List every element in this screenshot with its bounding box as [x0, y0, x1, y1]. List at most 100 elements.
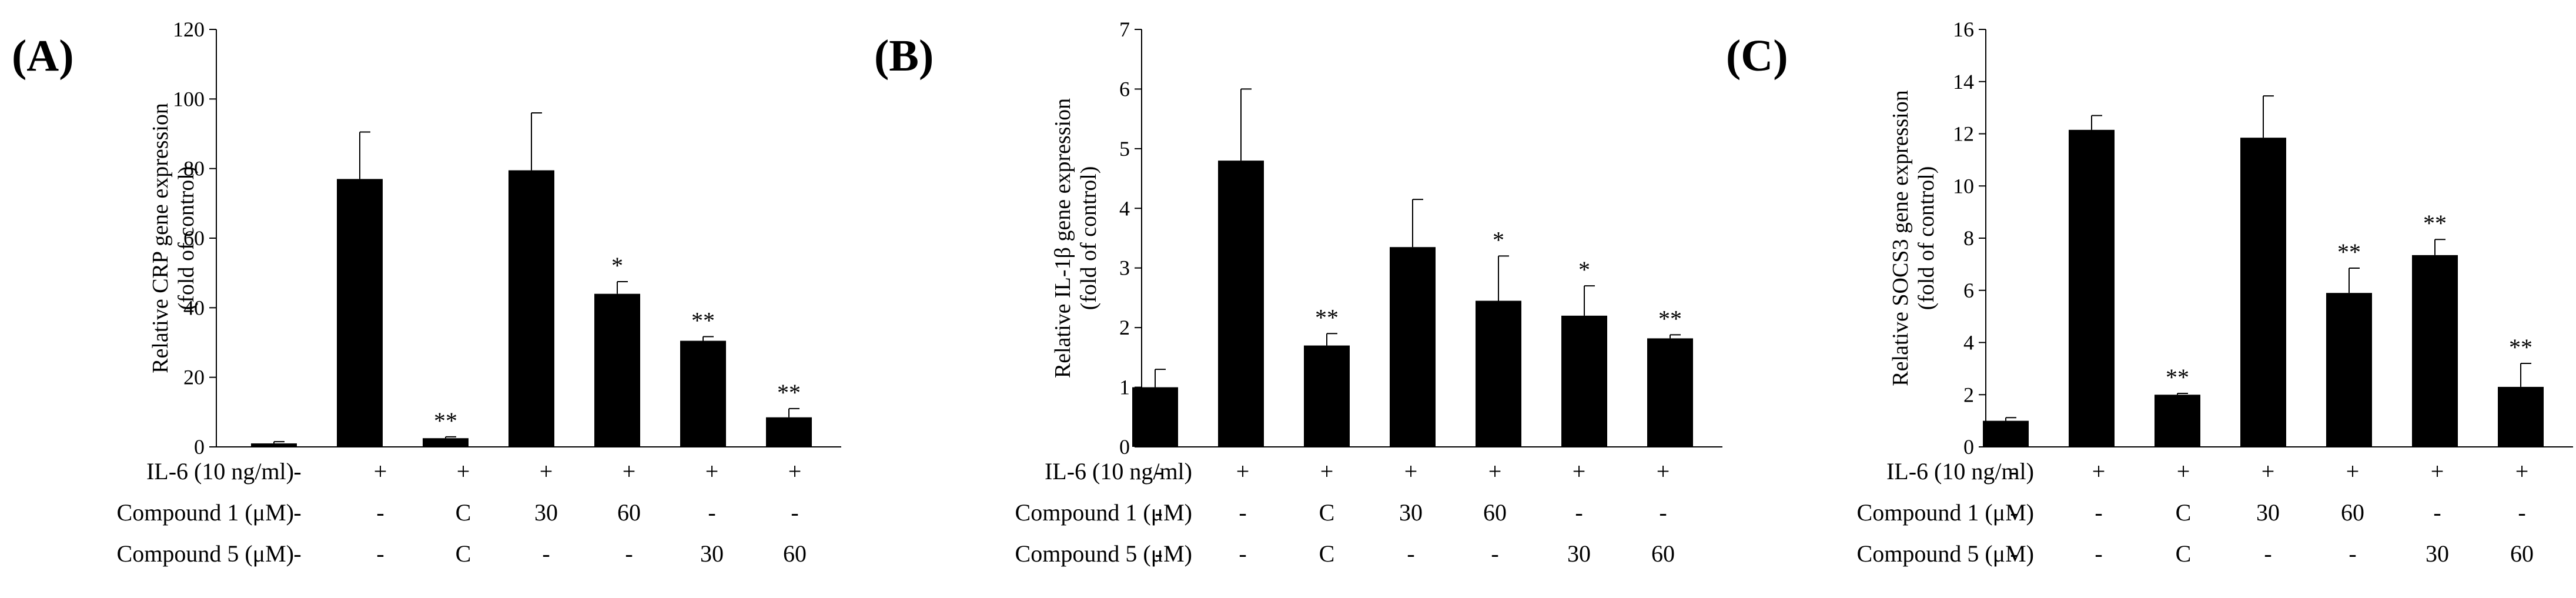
panel-a-bar	[766, 417, 812, 447]
panel-c-y-tick-label: 6	[1963, 279, 1974, 302]
panel-b-significance-marker: **	[1315, 304, 1339, 330]
panel-a-row-label: Compound 5 (μM)	[117, 540, 294, 567]
panel-a-bar	[337, 179, 383, 447]
panel-a-y-tick-label: 80	[183, 157, 205, 181]
panel-b-condition-cell: +	[1236, 458, 1250, 485]
panel-b-condition-cell: -	[1491, 540, 1498, 567]
panel-b-label: (B)	[874, 31, 934, 81]
panel-c-y-tick-label: 8	[1963, 226, 1974, 250]
panel-c-bar	[2155, 395, 2200, 447]
panel-b-significance-marker: *	[1493, 226, 1504, 253]
panel-b-condition-cell: 60	[1651, 540, 1675, 567]
panel-b-condition-cell: -	[1239, 499, 1246, 526]
panel-b-bar	[1218, 161, 1264, 447]
panel-a-condition-cell: C	[456, 499, 471, 526]
panel-b-condition-cell: +	[1573, 458, 1586, 485]
panel-b-bar	[1304, 345, 1350, 447]
panel-c-y-tick-label: 2	[1963, 383, 1974, 406]
panel-c-bar	[2326, 293, 2372, 447]
panel-b-bar	[1132, 387, 1178, 447]
panel-a-condition-cell: +	[623, 458, 636, 485]
panel-c-y-axis-title: Relative SOCS3 gene expression	[1888, 90, 1913, 386]
panel-b-bar	[1561, 315, 1607, 447]
panel-c-significance-marker: **	[2166, 364, 2189, 390]
panel-b-condition-cell: +	[1404, 458, 1418, 485]
panel-a-condition-cell: -	[791, 499, 798, 526]
panel-c-significance-marker: **	[2423, 210, 2447, 236]
panel-b-condition-cell: -	[1407, 540, 1414, 567]
panel-b-y-tick-label: 2	[1119, 316, 1130, 339]
panel-b-condition-cell: -	[1155, 499, 1162, 526]
panel-a-bar	[508, 170, 554, 447]
panel-b-y-tick-label: 0	[1119, 435, 1130, 459]
panel-b-y-axis-subtitle: (fold of control)	[1076, 166, 1101, 310]
panel-a-significance-marker: *	[611, 252, 623, 279]
panel-b-condition-cell: -	[1239, 540, 1246, 567]
panel-c-row-label: Compound 1 (μM)	[1857, 499, 2034, 526]
panel-b-condition-cell: -	[1659, 499, 1667, 526]
panel-c-condition-cell: -	[2010, 458, 2018, 485]
panel-a-condition-cell: 30	[700, 540, 724, 567]
panel-a-condition-cell: +	[705, 458, 719, 485]
panel-c-y-tick-label: 16	[1953, 18, 1974, 41]
panel-c-condition-cell: -	[2348, 540, 2356, 567]
panel-b-row-label: Compound 5 (μM)	[1015, 540, 1192, 567]
panel-a-condition-cell: -	[293, 458, 301, 485]
panel-a-label: (A)	[12, 31, 74, 81]
panel-b-y-axis-title: Relative IL-1β gene expression	[1051, 98, 1075, 378]
panel-b-condition-cell: +	[1488, 458, 1502, 485]
panel-a-y-tick-label: 0	[194, 435, 205, 459]
panel-a-condition-cell: C	[456, 540, 471, 567]
panel-a-y-tick-label: 40	[183, 296, 205, 319]
panel-a-condition-cell: -	[376, 540, 384, 567]
panel-a-significance-marker: **	[434, 407, 457, 434]
panel-b-y-tick-label: 5	[1119, 137, 1130, 161]
panel-c-condition-cell: C	[2176, 499, 2192, 526]
panel-c-bar	[2240, 138, 2286, 447]
panel-b-condition-cell: 30	[1399, 499, 1423, 526]
panel-b-significance-marker: *	[1578, 256, 1590, 283]
panel-b-condition-cell: 60	[1483, 499, 1507, 526]
panel-c-condition-cell: 60	[2341, 499, 2364, 526]
panel-c-significance-marker: **	[2509, 334, 2532, 360]
panel-c-bar	[2069, 129, 2115, 447]
panel-b-condition-cell: +	[1320, 458, 1334, 485]
panel-c-bar	[2412, 255, 2458, 447]
panel-a-bar	[594, 293, 640, 447]
panel-c-condition-cell: +	[2515, 458, 2529, 485]
panel-a-condition-cell: -	[293, 540, 301, 567]
panel-a-condition-cell: -	[625, 540, 633, 567]
panel-c-condition-cell: -	[2095, 540, 2102, 567]
panel-a-row-label: Compound 1 (μM)	[117, 499, 294, 526]
panel-b-row-label: Compound 1 (μM)	[1015, 499, 1192, 526]
panel-a-bar	[680, 340, 726, 447]
panel-a-condition-cell: 60	[617, 499, 641, 526]
panel-a-condition-cell: +	[457, 458, 470, 485]
panel-c-condition-cell: +	[2261, 458, 2275, 485]
panel-c-y-axis-subtitle: (fold of control)	[1914, 166, 1939, 310]
panel-b-y-tick-label: 4	[1119, 196, 1130, 220]
panel-b-condition-cell: -	[1575, 499, 1583, 526]
panel-c-condition-cell: +	[2346, 458, 2360, 485]
panel-b-y-tick-label: 3	[1119, 256, 1130, 280]
panel-a-condition-cell: +	[788, 458, 802, 485]
panel-b-bar	[1390, 247, 1436, 447]
panel-c-condition-cell: C	[2176, 540, 2192, 567]
panel-c-y-tick-label: 10	[1953, 174, 1974, 198]
panel-a-condition-cell: +	[540, 458, 553, 485]
panel-b-condition-cell: C	[1319, 540, 1335, 567]
panel-c-condition-cell: -	[2095, 499, 2102, 526]
panel-c-significance-marker: **	[2337, 239, 2361, 265]
panel-c-condition-cell: +	[2431, 458, 2444, 485]
panel-c-label: (C)	[1726, 31, 1788, 81]
panel-b-significance-marker: **	[1658, 305, 1682, 332]
panel-a-bar	[251, 443, 297, 447]
panel-c-condition-cell: 30	[2426, 540, 2449, 567]
panel-c-bar	[1983, 420, 2029, 447]
panel-b-condition-cell: C	[1319, 499, 1335, 526]
panel-b-bar	[1647, 338, 1693, 447]
panel-a-y-tick-label: 120	[173, 18, 205, 41]
panel-b-condition-cell: -	[1155, 540, 1162, 567]
panel-a-significance-marker: **	[691, 307, 715, 333]
